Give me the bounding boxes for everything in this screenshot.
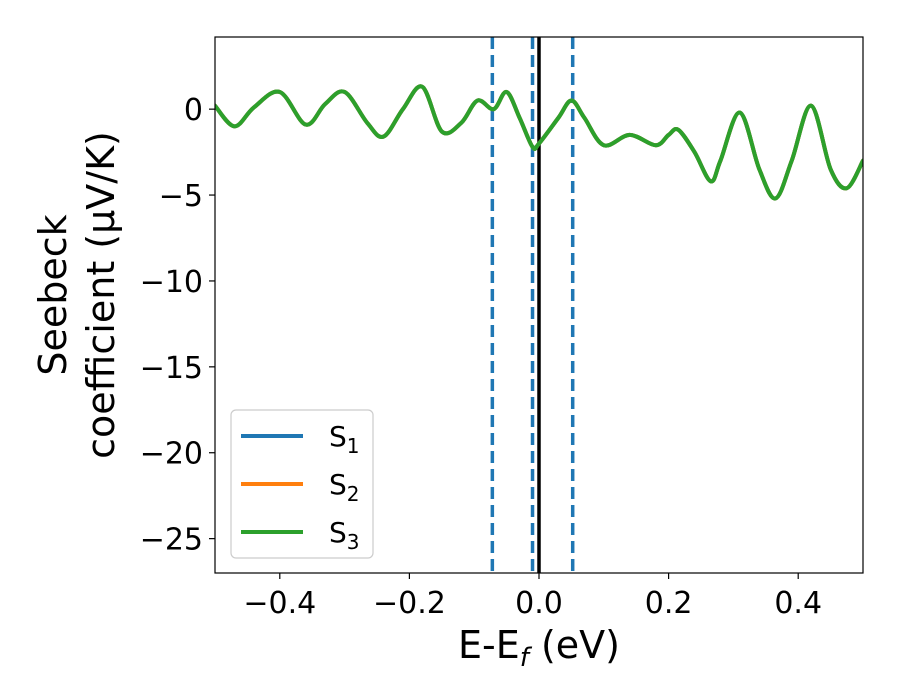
series-lines xyxy=(215,84,863,201)
legend-item-s2: S2 xyxy=(241,468,360,506)
y-tick-label: 0 xyxy=(184,93,203,128)
x-axis-ticks: −0.4 −0.2 0.0 0.2 0.4 xyxy=(243,573,822,621)
y-tick-label: −25 xyxy=(140,523,203,558)
y-axis-label-line2: coefficient (μV/K) xyxy=(79,131,123,459)
legend-label: S3 xyxy=(329,516,360,554)
legend-item-s1: S1 xyxy=(241,420,360,458)
x-tick-label: −0.4 xyxy=(243,586,316,621)
y-tick-label: −5 xyxy=(159,179,203,214)
y-tick-label: −20 xyxy=(140,437,203,472)
legend-item-s3: S3 xyxy=(241,516,360,554)
legend-label: S2 xyxy=(329,468,360,506)
y-axis-label-line1: Seebeck xyxy=(31,214,75,375)
x-tick-label: 0.2 xyxy=(645,586,693,621)
x-tick-label: −0.2 xyxy=(373,586,446,621)
x-tick-label: 0.0 xyxy=(515,586,563,621)
y-axis-label: Seebeck coefficient (μV/K) xyxy=(31,131,123,459)
legend-label: S1 xyxy=(329,420,360,458)
y-tick-label: −15 xyxy=(140,351,203,386)
series-line-s3 xyxy=(215,84,863,201)
legend: S1 S2 S3 xyxy=(230,409,374,559)
y-tick-label: −10 xyxy=(140,265,203,300)
vertical-reference-lines xyxy=(490,37,575,573)
x-axis-label: E-Ef (eV) xyxy=(458,623,620,673)
x-tick-label: 0.4 xyxy=(774,586,822,621)
y-axis-ticks: 0 −5 −10 −15 −20 −25 xyxy=(140,93,215,558)
